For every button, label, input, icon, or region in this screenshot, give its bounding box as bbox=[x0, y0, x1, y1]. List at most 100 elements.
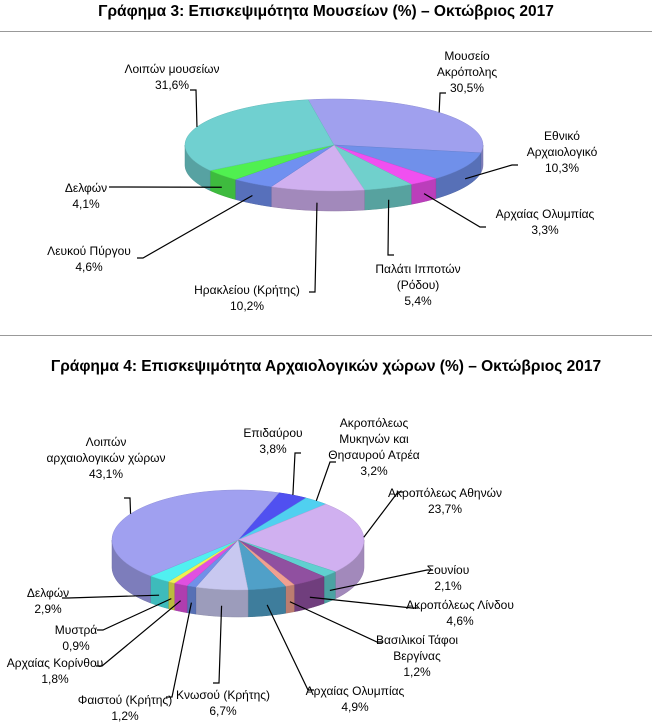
pie4-data-label: Βασιλικοί Τάφοι Βεργίνας 1,2% bbox=[376, 632, 458, 680]
slice-label-name: Ακροπόλεως Αθηνών bbox=[388, 486, 502, 500]
slice-label-value: 4,1% bbox=[72, 197, 100, 211]
slice-label-value: 10,3% bbox=[544, 161, 580, 175]
slice-label-name: Αρχαίας Ολυμπίας bbox=[305, 684, 405, 698]
slice-label-value: 23,7% bbox=[427, 502, 463, 516]
slice-label-name: Μυκηνών και bbox=[339, 432, 409, 446]
pie3-data-label: Λευκού Πύργου 4,6% bbox=[47, 243, 131, 275]
slice-label-value: 4,6% bbox=[446, 614, 474, 628]
slice-label-name: Επιδαύρου bbox=[243, 426, 303, 440]
pie3-data-label: Παλάτι Ιπποτών (Ρόδου) 5,4% bbox=[375, 261, 460, 309]
pie3-slice bbox=[333, 144, 413, 191]
divider bbox=[0, 31, 652, 32]
slice-label-value: 6,7% bbox=[209, 704, 237, 718]
pie3-data-label: Δελφών 4,1% bbox=[65, 180, 107, 212]
pie4-leader-line bbox=[266, 604, 314, 691]
slice-label-value: 1,8% bbox=[41, 672, 69, 686]
slice-label-name: Αρχαίας Ολυμπίας bbox=[495, 207, 595, 221]
slice-label-name: Κνωσού (Κρήτης) bbox=[175, 688, 271, 702]
pie4-data-label: Λοιπών αρχαιολογικών χώρων 43,1% bbox=[46, 434, 165, 482]
slice-label-value: 10,2% bbox=[229, 299, 265, 313]
pie3-leader-line bbox=[423, 193, 486, 228]
pie4-slice-side bbox=[247, 586, 286, 618]
slice-label-value: 1,2% bbox=[111, 709, 139, 723]
pie4-leader-line bbox=[96, 600, 182, 667]
slice-label-name: Ακροπόλεως bbox=[339, 416, 409, 430]
pie3-leader-line bbox=[387, 199, 394, 256]
chart3-title: Γράφημα 3: Επισκεψιμότητα Μουσείων (%) –… bbox=[98, 3, 554, 20]
slice-label-name: Λευκού Πύργου bbox=[47, 244, 131, 258]
pie4-slice-side bbox=[186, 585, 197, 615]
pie3-leader-line bbox=[464, 164, 518, 180]
pie4-leader-line bbox=[363, 491, 404, 538]
pie4-slice bbox=[237, 503, 365, 573]
slice-label-value: 3,3% bbox=[531, 223, 559, 237]
slice-label-name: Βασιλικοί Τάφοι bbox=[375, 633, 459, 647]
pie3-data-label: Λοιπών μουσείων 31,6% bbox=[124, 61, 219, 93]
slice-label-name: Βεργίνας bbox=[393, 649, 441, 663]
slice-label-name: Ακρόπολης bbox=[436, 65, 498, 79]
pie4-slice bbox=[237, 492, 307, 541]
slice-label-name: Αρχαιολογικό bbox=[526, 145, 598, 159]
pie4-leader-line bbox=[166, 602, 193, 698]
slice-label-name: Μουσείο bbox=[444, 49, 490, 63]
slice-label-name: Λοιπών bbox=[85, 435, 127, 449]
slice-label-value: 5,4% bbox=[404, 294, 432, 308]
pie4-data-label: Επιδαύρου 3,8% bbox=[243, 425, 302, 457]
pie4-data-label: Δελφών 2,9% bbox=[27, 585, 69, 617]
slice-label-name: (Ρόδου) bbox=[396, 278, 440, 292]
pie4-slice bbox=[237, 539, 325, 586]
pie3-slice bbox=[234, 144, 335, 187]
slice-label-name: Παλάτι Ιπποτών bbox=[375, 262, 461, 276]
slice-label-name: Θησαυρού Ατρέα bbox=[328, 448, 420, 462]
slice-label-value: 3,8% bbox=[259, 442, 287, 456]
pie4-data-label: Ακροπόλεως Αθηνών 23,7% bbox=[388, 485, 502, 517]
slice-label-value: 1,2% bbox=[403, 665, 431, 679]
pie3-data-label: Εθνικό Αρχαιολογικό 10,3% bbox=[527, 128, 598, 176]
pie4-leader-line bbox=[329, 569, 433, 592]
slice-label-value: 31,6% bbox=[154, 78, 190, 92]
pie4-leader-line bbox=[292, 452, 301, 496]
pie3-leader-line bbox=[190, 89, 198, 127]
pie4-data-label: Μυστρά 0,9% bbox=[55, 622, 97, 654]
pie4-leader-line bbox=[315, 461, 336, 502]
pie4-slice bbox=[195, 539, 249, 591]
chart4-title: Γράφημα 4: Επισκεψιμότητα Αρχαιολογικών … bbox=[50, 358, 602, 375]
slice-label-value: 4,9% bbox=[341, 700, 369, 714]
slice-label-name: Αρχαίας Κορίνθου bbox=[6, 656, 104, 670]
pie3-slice bbox=[333, 144, 482, 179]
pie4-data-label: Ακροπόλεως Λίνδου 4,6% bbox=[406, 597, 514, 629]
pie4-data-label: Κνωσού (Κρήτης) 6,7% bbox=[176, 687, 270, 719]
pie3-data-label: Μουσείο Ακρόπολης 30,5% bbox=[437, 48, 497, 96]
pie4-slice bbox=[111, 489, 280, 577]
slice-label-value: 30,5% bbox=[449, 81, 485, 95]
pie4-data-label: Φαιστού (Κρήτης) 1,2% bbox=[78, 692, 172, 724]
pie4-data-label: Αρχαίας Κορίνθου 1,8% bbox=[7, 655, 103, 687]
pie3-data-label: Ηρακλείου (Κρήτης) 10,2% bbox=[194, 282, 300, 314]
pie3-leader-line bbox=[309, 202, 318, 293]
pie3-slice bbox=[209, 144, 335, 180]
pie4-slice bbox=[237, 539, 287, 591]
slice-label-name: Εθνικό bbox=[544, 129, 580, 143]
slice-label-value: 4,6% bbox=[75, 260, 103, 274]
slice-label-name: Λοιπών μουσείων bbox=[124, 62, 220, 76]
divider bbox=[0, 335, 652, 336]
slice-label-name: Ακροπόλεως Λίνδου bbox=[406, 598, 514, 612]
pie4-leader-line bbox=[309, 596, 418, 609]
pie3-slice bbox=[270, 144, 365, 192]
slice-label-value: 43,1% bbox=[88, 467, 124, 481]
pie4-slice-side bbox=[174, 582, 188, 614]
slice-label-name: Σουνίου bbox=[426, 563, 470, 577]
pie4-data-label: Ακροπόλεως Μυκηνών και Θησαυρού Ατρέα 3,2% bbox=[328, 415, 420, 479]
pie3-slice bbox=[184, 99, 335, 171]
slice-label-value: 3,2% bbox=[360, 464, 388, 478]
pie3-leader-line bbox=[137, 194, 253, 259]
slice-label-name: αρχαιολογικών χώρων bbox=[46, 451, 166, 465]
pie3-leader-line bbox=[438, 92, 446, 113]
slice-label-name: Μυστρά bbox=[54, 623, 98, 637]
slice-label-name: Ηρακλείου (Κρήτης) bbox=[194, 283, 300, 297]
pie3-data-label: Αρχαίας Ολυμπίας 3,3% bbox=[496, 206, 595, 238]
pie3-slice bbox=[307, 98, 484, 154]
pie4-leader-line bbox=[289, 601, 383, 643]
